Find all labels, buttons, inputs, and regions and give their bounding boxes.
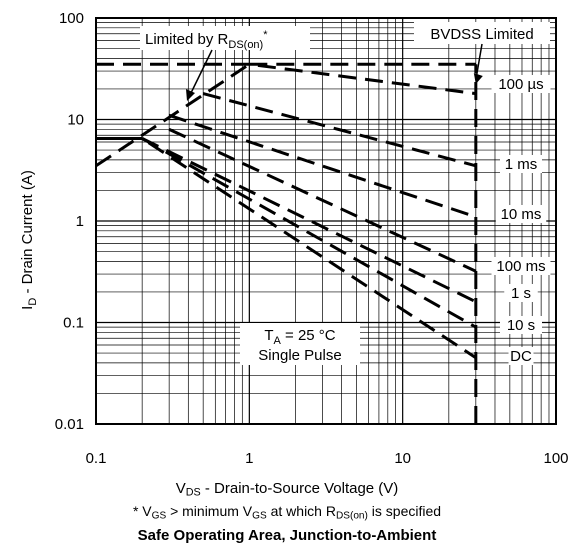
y-tick-label: 100 [59, 10, 84, 27]
footnote: * VGS > minimum VGS at which RDS(on) is … [132, 503, 442, 522]
bvdss-arrow-line [475, 43, 483, 81]
series-label: 100 ms [496, 258, 545, 275]
series-label: 1 s [511, 285, 531, 302]
series-line [141, 137, 477, 304]
y-tick-label: 0.1 [63, 315, 84, 332]
curves [95, 62, 478, 424]
series-label: DC [510, 348, 532, 365]
y-tick-label: 10 [67, 112, 84, 129]
conditions-line2: Single Pulse [258, 347, 341, 364]
series-label-bg [508, 347, 534, 365]
series-label-bg [504, 284, 538, 302]
rdson-label-bg [140, 26, 310, 50]
series-label-bg [500, 155, 542, 173]
series-line [168, 127, 477, 273]
x-tick-label: 1 [245, 450, 253, 467]
bvdss-label: BVDSS Limited [430, 26, 533, 43]
x-tick-label: 10 [394, 450, 411, 467]
series-label-bg [500, 316, 542, 334]
bvdss-label-bg [414, 22, 550, 44]
x-axis-label: VDS - Drain-to-Source Voltage (V) [175, 480, 399, 499]
series-label: 1 ms [505, 156, 538, 173]
series-label-bg [495, 205, 547, 223]
plot-frame [95, 17, 557, 425]
conditions-line1: TA = 25 °C [264, 327, 335, 347]
rdson-arrow-head [186, 89, 195, 101]
y-tick-label: 1 [76, 213, 84, 230]
series-label-bg [491, 257, 551, 275]
series-label: 10 ms [501, 206, 542, 223]
rdson-label: Limited by RDS(on)* [145, 29, 268, 51]
series-line [202, 92, 477, 168]
series-label: 100 µs [498, 76, 543, 93]
conditions-bg [240, 323, 360, 365]
series-label: 10 s [507, 317, 535, 334]
bvdss-arrow-head [473, 73, 483, 84]
annotations: 100 µs 1 ms 10 ms 100 ms 1 s 10 s DC BVDSS Limi… [140, 22, 551, 365]
y-tick-label: 0.01 [55, 416, 84, 433]
conditions-rest: = 25 °C [281, 327, 336, 344]
rdson-arrow-line [189, 49, 213, 96]
conditions-sub: A [274, 335, 282, 347]
x-tick-label: 0.1 [86, 450, 107, 467]
series-line [141, 137, 477, 329]
series-line [96, 62, 477, 96]
rdson-label-sup: * [263, 29, 268, 41]
series-label-bg [491, 75, 551, 93]
rdson-label-sub: DS(on) [228, 39, 263, 51]
conditions-t: T [264, 327, 273, 344]
rdson-label-main: Limited by R [145, 31, 229, 48]
x-tick-label: 100 [543, 450, 568, 467]
chart-title: Safe Operating Area, Junction-to-Ambient [137, 527, 437, 544]
y-axis-label: ID - Drain Current (A) [19, 170, 39, 310]
